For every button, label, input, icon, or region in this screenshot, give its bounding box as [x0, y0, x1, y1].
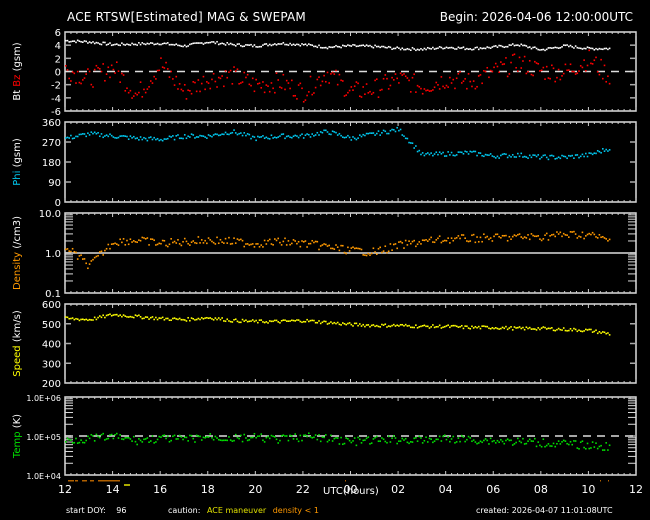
- y-axis-label: Phi (gsm): [12, 138, 23, 186]
- svg-text:0.1: 0.1: [45, 289, 61, 300]
- svg-text:400: 400: [42, 340, 61, 351]
- y-axis-label: Speed (km/s): [12, 310, 23, 377]
- x-tick-label: 14: [106, 483, 120, 496]
- svg-text:-6: -6: [51, 107, 61, 118]
- begin-time: Begin: 2026-04-06 12:00:00UTC: [439, 10, 633, 24]
- x-tick-label: 12: [629, 483, 643, 496]
- series-phi: [65, 126, 611, 161]
- panel-bt-bz: 6 4 2 0 -2 -4 -6 Bt Bz (gsm): [12, 28, 637, 118]
- density-caution-marker: [98, 480, 118, 482]
- series-density: [65, 230, 611, 270]
- panel-temp: 1.0E+06 1.0E+05 1.0E+04 Temp (K): [12, 394, 637, 481]
- svg-text:0: 0: [55, 198, 61, 209]
- panel-density: 10.0 1.0 0.1 Density (/cm3): [12, 209, 637, 300]
- caution-legend: caution: ACE maneuver density < 1: [168, 506, 319, 515]
- x-tick-label: 06: [486, 483, 500, 496]
- series-temp: [65, 432, 611, 451]
- svg-text:4: 4: [55, 41, 61, 52]
- x-tick-label: 16: [153, 483, 167, 496]
- caution-ace-maneuver: ACE maneuver: [206, 506, 267, 515]
- x-tick-label: 20: [248, 483, 262, 496]
- x-tick-label: 00: [344, 483, 358, 496]
- x-axis-label: UTC(hours): [323, 486, 379, 497]
- panel-speed: 600 500 400 300 200 Speed (km/s): [12, 300, 637, 390]
- density-caution-marker: [345, 480, 346, 482]
- x-tick-label: 12: [58, 483, 72, 496]
- svg-text:1.0E+05: 1.0E+05: [26, 433, 61, 442]
- svg-text:600: 600: [42, 300, 61, 311]
- svg-text:1.0: 1.0: [45, 249, 61, 260]
- svg-text:-4: -4: [51, 94, 61, 105]
- svg-text:270: 270: [42, 138, 61, 149]
- svg-text:1.0E+06: 1.0E+06: [26, 394, 61, 403]
- svg-text:1.0E+04: 1.0E+04: [26, 472, 61, 481]
- density-caution-marker: [75, 480, 78, 482]
- density-caution-marker: [608, 480, 609, 482]
- y-axis-label: Bt Bz (gsm): [12, 42, 23, 100]
- svg-text:90: 90: [48, 178, 61, 189]
- ace-maneuver-marker: [124, 484, 130, 486]
- svg-text:180: 180: [42, 158, 61, 169]
- panel-phi: 360 270 180 90 0 Phi (gsm): [12, 118, 637, 209]
- svg-text:360: 360: [42, 118, 61, 129]
- svg-text:200: 200: [42, 379, 61, 390]
- density-caution-marker: [118, 480, 120, 482]
- caution-density: density < 1: [272, 506, 319, 515]
- chart-title: ACE RTSW[Estimated] MAG & SWEPAM: [67, 10, 306, 24]
- svg-text:0: 0: [55, 68, 61, 79]
- svg-text:300: 300: [42, 359, 61, 370]
- density-caution-marker: [82, 480, 87, 482]
- x-tick-label: 22: [296, 483, 310, 496]
- start-doy-label: start DOY:: [66, 506, 106, 515]
- density-caution-marker: [90, 480, 94, 482]
- svg-text:6: 6: [55, 28, 61, 39]
- density-caution-marker: [68, 480, 74, 482]
- svg-text:10.0: 10.0: [39, 209, 61, 220]
- created-time: created: 2026-04-07 11:01:08UTC: [476, 506, 613, 515]
- svg-text:-2: -2: [51, 81, 61, 92]
- x-tick-label: 04: [439, 483, 453, 496]
- start-doy: start DOY: 96: [66, 506, 126, 515]
- series-bt: [65, 39, 611, 52]
- start-doy-value: 96: [116, 506, 127, 515]
- caution-label: caution:: [168, 506, 201, 515]
- x-tick-label: 02: [391, 483, 405, 496]
- series-speed: [65, 313, 611, 336]
- x-tick-label: 10: [581, 483, 595, 496]
- svg-text:500: 500: [42, 320, 61, 331]
- series-bz: [65, 49, 611, 103]
- x-tick-label: 08: [534, 483, 548, 496]
- svg-text:2: 2: [55, 54, 61, 65]
- y-axis-label: Density (/cm3): [12, 216, 23, 290]
- density-caution-marker: [600, 480, 601, 482]
- x-tick-label: 18: [201, 483, 215, 496]
- y-axis-label: Temp (K): [12, 414, 23, 459]
